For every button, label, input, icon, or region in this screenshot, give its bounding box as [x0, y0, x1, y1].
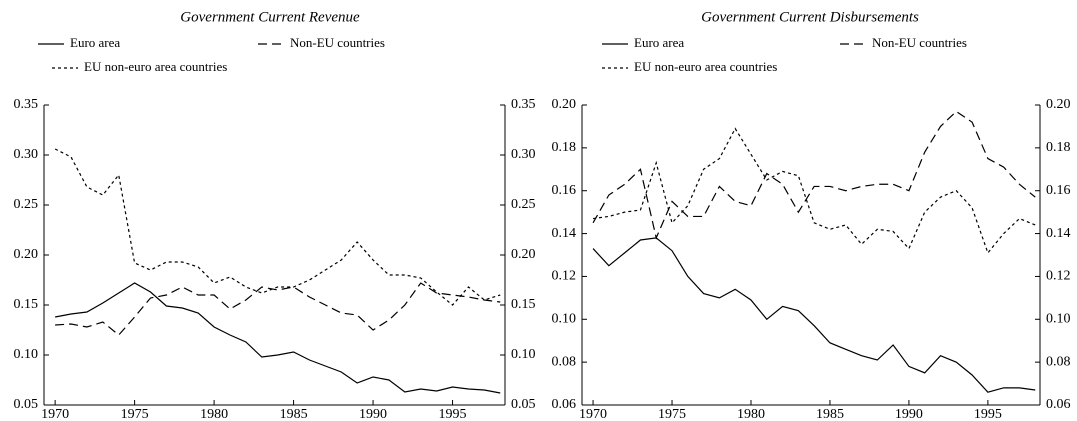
x-tick-label: 1985 — [280, 407, 308, 421]
y-tick-label: 0.10 — [1046, 312, 1071, 327]
y-tick-label: 0.20 — [511, 247, 536, 262]
y-tick-label: 0.08 — [1046, 354, 1071, 369]
line-series — [55, 282, 501, 336]
y-tick-label: 0.14 — [1046, 226, 1071, 241]
chart-title: Government Current Disbursements — [701, 9, 919, 25]
line-series — [55, 282, 501, 394]
y-tick-label: 0.08 — [552, 354, 577, 369]
y-tick-label: 0.15 — [511, 297, 536, 312]
y-tick-label: 0.10 — [552, 312, 577, 327]
y-tick-label: 0.25 — [511, 197, 536, 212]
x-tick-label: 1980 — [737, 407, 765, 421]
legend-label: Euro area — [634, 35, 684, 50]
legend-label: Euro area — [70, 35, 120, 50]
y-tick-label: 0.06 — [552, 397, 577, 412]
line-series — [592, 127, 1036, 255]
x-tick-label: 1975 — [658, 407, 686, 421]
legend-label: EU non-euro area countries — [634, 59, 777, 74]
line-series — [592, 110, 1036, 240]
y-tick-label: 0.05 — [511, 397, 536, 412]
y-tick-label: 0.05 — [14, 397, 39, 412]
y-tick-label: 0.14 — [552, 226, 577, 241]
y-tick-label: 0.06 — [1046, 397, 1071, 412]
y-tick-label: 0.16 — [1046, 183, 1071, 198]
y-tick-label: 0.18 — [1046, 140, 1071, 155]
y-tick-label: 0.10 — [14, 347, 39, 362]
y-tick-label: 0.12 — [552, 269, 577, 284]
y-tick-label: 0.25 — [14, 197, 39, 212]
x-tick-label: 1990 — [359, 407, 387, 421]
x-tick-label: 1995 — [439, 407, 467, 421]
line-series — [54, 148, 501, 306]
y-tick-label: 0.20 — [1046, 97, 1071, 112]
line-series — [592, 237, 1036, 393]
y-tick-label: 0.18 — [552, 140, 577, 155]
chart-title: Government Current Revenue — [180, 9, 360, 25]
legend-label: Non-EU countries — [290, 35, 385, 50]
y-tick-label: 0.20 — [552, 97, 577, 112]
legend-label: EU non-euro area countries — [84, 59, 227, 74]
legend-label: Non-EU countries — [872, 35, 967, 50]
y-tick-label: 0.12 — [1046, 269, 1071, 284]
x-tick-label: 1975 — [121, 407, 149, 421]
x-tick-label: 1970 — [579, 407, 607, 421]
y-tick-label: 0.30 — [511, 147, 536, 162]
y-tick-label: 0.20 — [14, 247, 39, 262]
y-tick-label: 0.30 — [14, 147, 39, 162]
x-tick-label: 1995 — [974, 407, 1002, 421]
y-tick-label: 0.15 — [14, 297, 39, 312]
y-tick-label: 0.35 — [14, 97, 39, 112]
x-tick-label: 1990 — [895, 407, 923, 421]
y-tick-label: 0.35 — [511, 97, 536, 112]
y-tick-label: 0.16 — [552, 183, 577, 198]
x-tick-label: 1985 — [816, 407, 844, 421]
y-tick-label: 0.10 — [511, 347, 536, 362]
x-tick-label: 1970 — [41, 407, 69, 421]
x-tick-label: 1980 — [200, 407, 228, 421]
